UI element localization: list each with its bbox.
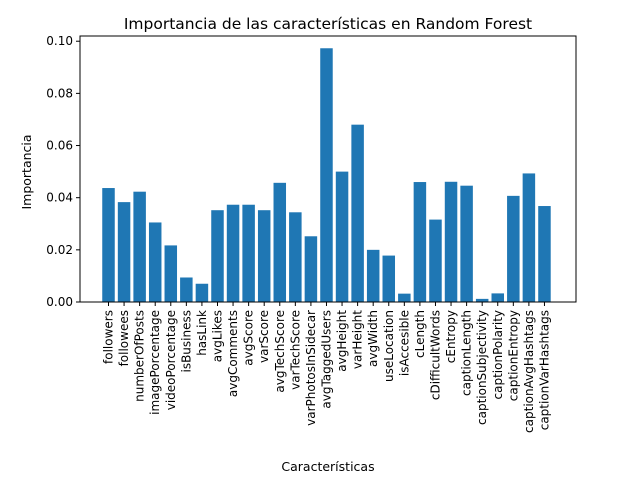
bar-avgComments <box>226 204 240 302</box>
x-tick-label-captionPolarity: captionPolarity <box>491 310 505 399</box>
bar-numberOfPosts <box>133 191 146 302</box>
y-tick-label-0.00: 0.00 <box>46 295 73 309</box>
x-tick-label-videoPorcentage: videoPorcentage <box>164 310 178 410</box>
x-tick-label-varScore: varScore <box>257 310 271 363</box>
x-tick-label-varTechScore: varTechScore <box>288 310 302 390</box>
bar-avgTaggedUsers <box>320 48 333 303</box>
x-tick-label-followers: followers <box>102 310 116 364</box>
x-tick-label-followees: followees <box>117 310 131 366</box>
y-tick-label-0.04: 0.04 <box>46 191 73 205</box>
y-axis: 0.00 0.02 0.04 0.06 0.08 0.10 <box>46 34 80 309</box>
bar-avgTechScore <box>273 182 287 302</box>
x-tick-label-varPhotosInSidecar: varPhotosInSidecar <box>304 310 318 426</box>
chart-title: Importancia de las características en Ra… <box>124 15 532 33</box>
bar-varScore <box>257 210 271 302</box>
x-tick-label-avgLikes: avgLikes <box>210 310 224 362</box>
bar-hasLink <box>195 283 209 302</box>
bar-captionEntropy <box>507 195 520 302</box>
bar-captionSubjectivity <box>475 298 489 302</box>
x-tick-label-isBusiness: isBusiness <box>179 310 193 373</box>
bar-avgScore <box>242 204 255 302</box>
x-tick-label-cEntropy: cEntropy <box>444 310 458 363</box>
bar-isAccesible <box>398 293 411 302</box>
x-axis-label: Características <box>281 459 374 474</box>
x-tick-label-avgWidth: avgWidth <box>366 310 380 367</box>
y-tick-label-0.10: 0.10 <box>46 34 73 48</box>
x-tick-label-avgTaggedUsers: avgTaggedUsers <box>319 310 333 409</box>
bar-followees <box>117 202 131 302</box>
bar-avgLikes <box>211 210 224 302</box>
x-tick-label-avgHeight: avgHeight <box>335 310 349 372</box>
bar-varTechScore <box>289 212 302 302</box>
x-tick-label-numberOfPosts: numberOfPosts <box>133 310 147 402</box>
y-axis-label: Importancia <box>19 134 34 209</box>
bar-varPhotosInSidecar <box>304 236 318 302</box>
bar-cEntropy <box>444 181 458 302</box>
x-tick-label-cDifficultWords: cDifficultWords <box>428 310 442 400</box>
x-tick-label-hasLink: hasLink <box>195 310 209 356</box>
bar-isBusiness <box>180 277 193 302</box>
x-tick-label-captionSubjectivity: captionSubjectivity <box>475 310 489 425</box>
bar-captionAvgHashtags <box>522 173 536 302</box>
bar-captionVarHashtags <box>538 206 551 302</box>
x-tick-label-cLength: cLength <box>413 310 427 358</box>
bar-followers <box>102 188 115 302</box>
x-tick-label-captionAvgHashtags: captionAvgHashtags <box>522 310 536 433</box>
bar-captionPolarity <box>491 293 504 302</box>
x-tick-label-useLocation: useLocation <box>382 310 396 382</box>
x-tick-label-imagePorcentage: imagePorcentage <box>148 310 162 415</box>
bar-avgHeight <box>335 171 349 302</box>
bar-varHeight <box>351 124 364 302</box>
bar-imagePorcentage <box>148 222 162 302</box>
x-tick-label-captionEntropy: captionEntropy <box>506 310 520 401</box>
x-tick-label-avgScore: avgScore <box>242 310 256 366</box>
x-tick-label-captionLength: captionLength <box>460 310 474 396</box>
bar-videoPorcentage <box>164 245 178 302</box>
bar-cDifficultWords <box>429 219 442 302</box>
x-tick-label-varHeight: varHeight <box>351 310 365 369</box>
x-tick-label-avgComments: avgComments <box>226 310 240 397</box>
y-tick-label-0.08: 0.08 <box>46 86 73 100</box>
bar-cLength <box>413 182 427 302</box>
x-tick-label-captionVarHashtags: captionVarHashtags <box>537 310 551 430</box>
x-axis: followers followees numberOfPosts imagePorc… <box>102 302 551 433</box>
bar-avgWidth <box>366 249 380 302</box>
bar-useLocation <box>382 255 396 302</box>
bars <box>102 48 551 303</box>
plot-frame <box>79 35 577 303</box>
x-tick-label-avgTechScore: avgTechScore <box>273 310 287 393</box>
x-tick-label-isAccesible: isAccesible <box>397 310 411 376</box>
bar-captionLength <box>460 185 473 302</box>
y-tick-label-0.02: 0.02 <box>46 243 73 257</box>
y-tick-label-0.06: 0.06 <box>46 139 73 153</box>
